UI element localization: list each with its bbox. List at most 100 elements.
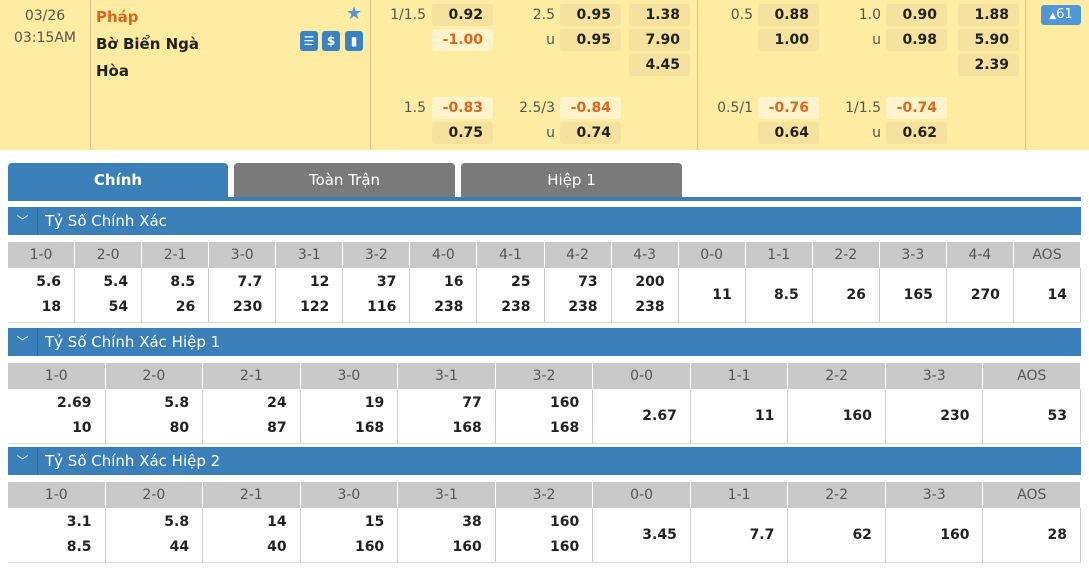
score-odds-cell[interactable]: 16 238: [410, 268, 478, 322]
score-odds-cell[interactable]: 26: [813, 268, 880, 322]
odds-cell[interactable]: 0.90: [886, 4, 947, 26]
odds-cell[interactable]: 0.62: [886, 122, 947, 144]
odds-cell[interactable]: 0.95: [560, 29, 621, 51]
score-odds-cell[interactable]: 14: [1014, 268, 1081, 322]
score-odds-cell[interactable]: 165: [880, 268, 947, 322]
odds-cell[interactable]: -0.83: [432, 97, 493, 119]
tab-toan-tran[interactable]: Toàn Trận: [234, 163, 455, 197]
score-odds-cell[interactable]: 3.45: [593, 508, 691, 562]
score-odds-cell[interactable]: 5.6 18: [8, 268, 76, 322]
odds-value: 168: [354, 420, 385, 436]
score-odds-cell[interactable]: 53: [983, 389, 1082, 443]
score-odds-cell[interactable]: 77 168: [398, 389, 496, 443]
score-odds-cell[interactable]: 15 160: [301, 508, 399, 562]
odds-cell[interactable]: -0.84: [560, 97, 621, 119]
ou-line: 1/1.5: [845, 100, 881, 116]
odds-cell[interactable]: 0.98: [886, 29, 947, 51]
section-header[interactable]: ﹀ Tỷ Số Chính Xác Hiệp 2: [8, 447, 1081, 475]
under-label: u: [546, 32, 555, 48]
score-odds-cell[interactable]: 230: [886, 389, 984, 443]
odds-value: 19: [364, 395, 385, 411]
odds-value: 160: [842, 407, 872, 424]
score-odds-cell[interactable]: 200 238: [612, 268, 679, 322]
score-label: 3-0: [209, 242, 277, 268]
odds-cell[interactable]: 7.90: [629, 29, 690, 51]
odds-value: 8.5: [170, 274, 196, 290]
stats-icon[interactable]: ▮: [345, 31, 363, 51]
away-team[interactable]: Bờ Biển Ngà: [96, 35, 200, 53]
section-correct-score: ﹀ Tỷ Số Chính Xác 1-0 2-0 2-1 3-0 3-1 3-2 4-0 4-1…: [8, 207, 1081, 323]
odds-cell[interactable]: -0.76: [758, 97, 819, 119]
odds-cell[interactable]: 2.39: [958, 54, 1019, 76]
score-odds-cell[interactable]: 19 168: [301, 389, 399, 443]
tab-chinh[interactable]: Chính: [8, 163, 228, 201]
odds-cell[interactable]: 0.74: [560, 122, 621, 144]
score-odds-cell[interactable]: 62: [788, 508, 886, 562]
score-label: 1-0: [8, 242, 76, 268]
section-correct-score: ﹀ Tỷ Số Chính Xác Hiệp 1 1-0 2-0 2-1 3-0 3-1 3-…: [8, 328, 1082, 444]
tab-hiep-1[interactable]: Hiệp 1: [461, 163, 682, 197]
score-odds-cell[interactable]: 14 40: [203, 508, 301, 562]
under-label: u: [872, 125, 881, 141]
score-odds-cell[interactable]: 270: [947, 268, 1014, 322]
score-odds-cell[interactable]: 5.4 54: [75, 268, 143, 322]
score-header-row: 1-0 2-0 2-1 3-0 3-1 3-2 0-0 1-1 2-2 3-3 AOS: [8, 363, 1082, 389]
score-odds-cell[interactable]: 73 238: [545, 268, 612, 322]
odds-value: 230: [940, 407, 970, 424]
score-odds-cell[interactable]: 38 160: [398, 508, 496, 562]
odds-cell[interactable]: -0.74: [886, 97, 947, 119]
score-odds-cell[interactable]: 5.8 44: [106, 508, 204, 562]
section-header[interactable]: ﹀ Tỷ Số Chính Xác: [8, 207, 1081, 235]
score-odds-cell[interactable]: 8.5 26: [142, 268, 210, 322]
score-odds-cell[interactable]: 160: [886, 508, 984, 562]
score-odds-cell[interactable]: 11: [691, 389, 789, 443]
section-header[interactable]: ﹀ Tỷ Số Chính Xác Hiệp 1: [8, 328, 1081, 356]
score-odds-cell[interactable]: 37 116: [343, 268, 411, 322]
home-team[interactable]: Pháp: [96, 8, 139, 26]
odds-cell[interactable]: 4.45: [629, 54, 690, 76]
score-label: AOS: [1014, 242, 1081, 268]
odds-cell[interactable]: 1.88: [958, 4, 1019, 26]
score-label: 2-1: [142, 242, 210, 268]
score-odds-cell[interactable]: 5.8 80: [106, 389, 204, 443]
section-title: Tỷ Số Chính Xác: [45, 212, 167, 230]
odds-value: 14: [267, 514, 287, 530]
score-odds-cell[interactable]: 24 87: [203, 389, 301, 443]
odds-cell[interactable]: 0.92: [432, 4, 493, 26]
score-odds-cell[interactable]: 3.1 8.5: [8, 508, 106, 562]
odds-cell[interactable]: 0.75: [432, 122, 493, 144]
chevron-down-icon[interactable]: ﹀: [8, 328, 38, 356]
odds-cell[interactable]: 0.88: [758, 4, 819, 26]
live-icon[interactable]: ☰: [300, 31, 318, 51]
score-odds-cell[interactable]: 160 168: [496, 389, 594, 443]
odds-value: 25: [511, 274, 531, 290]
odds-cell[interactable]: 0.64: [758, 122, 819, 144]
score-odds-cell[interactable]: 28: [983, 508, 1082, 562]
odds-value: 38: [462, 514, 482, 530]
chevron-down-icon[interactable]: ﹀: [8, 207, 38, 235]
score-odds-cell[interactable]: 25 238: [477, 268, 545, 322]
score-odds-cell[interactable]: 7.7: [691, 508, 789, 562]
odds-cell[interactable]: 5.90: [958, 29, 1019, 51]
odds-value: 122: [300, 299, 330, 315]
triangle-up-icon: ▲: [1049, 11, 1057, 21]
score-odds-cell[interactable]: 160: [788, 389, 886, 443]
score-odds-cell[interactable]: 2.67: [593, 389, 691, 443]
odds-value: 5.8: [164, 395, 190, 411]
star-icon[interactable]: ★: [346, 3, 363, 24]
chevron-down-icon[interactable]: ﹀: [8, 447, 38, 475]
score-odds-cell[interactable]: 11: [679, 268, 746, 322]
more-markets-button[interactable]: ▲61: [1041, 5, 1081, 25]
score-odds-cell[interactable]: 2.69 10: [8, 389, 106, 443]
score-odds-cell[interactable]: 8.5: [746, 268, 813, 322]
odds-cell[interactable]: -1.00: [432, 29, 493, 51]
score-odds-cell[interactable]: 160 160: [496, 508, 594, 562]
odds-cell[interactable]: 0.95: [560, 4, 621, 26]
odds-cell[interactable]: 1.00: [758, 29, 819, 51]
dollar-icon[interactable]: $: [322, 31, 340, 51]
odds-value: 12: [309, 274, 330, 290]
odds-cell[interactable]: 1.38: [629, 4, 690, 26]
match-date: 03/26: [24, 8, 66, 24]
score-odds-cell[interactable]: 12 122: [276, 268, 344, 322]
score-odds-cell[interactable]: 7.7 230: [209, 268, 277, 322]
